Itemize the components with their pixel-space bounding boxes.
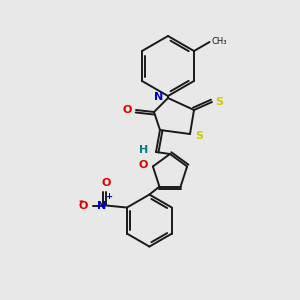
Text: O: O: [123, 105, 132, 115]
Text: +: +: [105, 192, 112, 201]
Text: H: H: [139, 145, 148, 155]
Text: S: S: [195, 131, 203, 141]
Text: S: S: [215, 97, 223, 107]
Text: O: O: [101, 178, 111, 188]
Text: N: N: [97, 201, 106, 211]
Text: O: O: [139, 160, 148, 170]
Text: -: -: [78, 195, 83, 208]
Text: O: O: [79, 201, 88, 211]
Text: N: N: [154, 92, 163, 102]
Text: CH₃: CH₃: [212, 38, 227, 46]
